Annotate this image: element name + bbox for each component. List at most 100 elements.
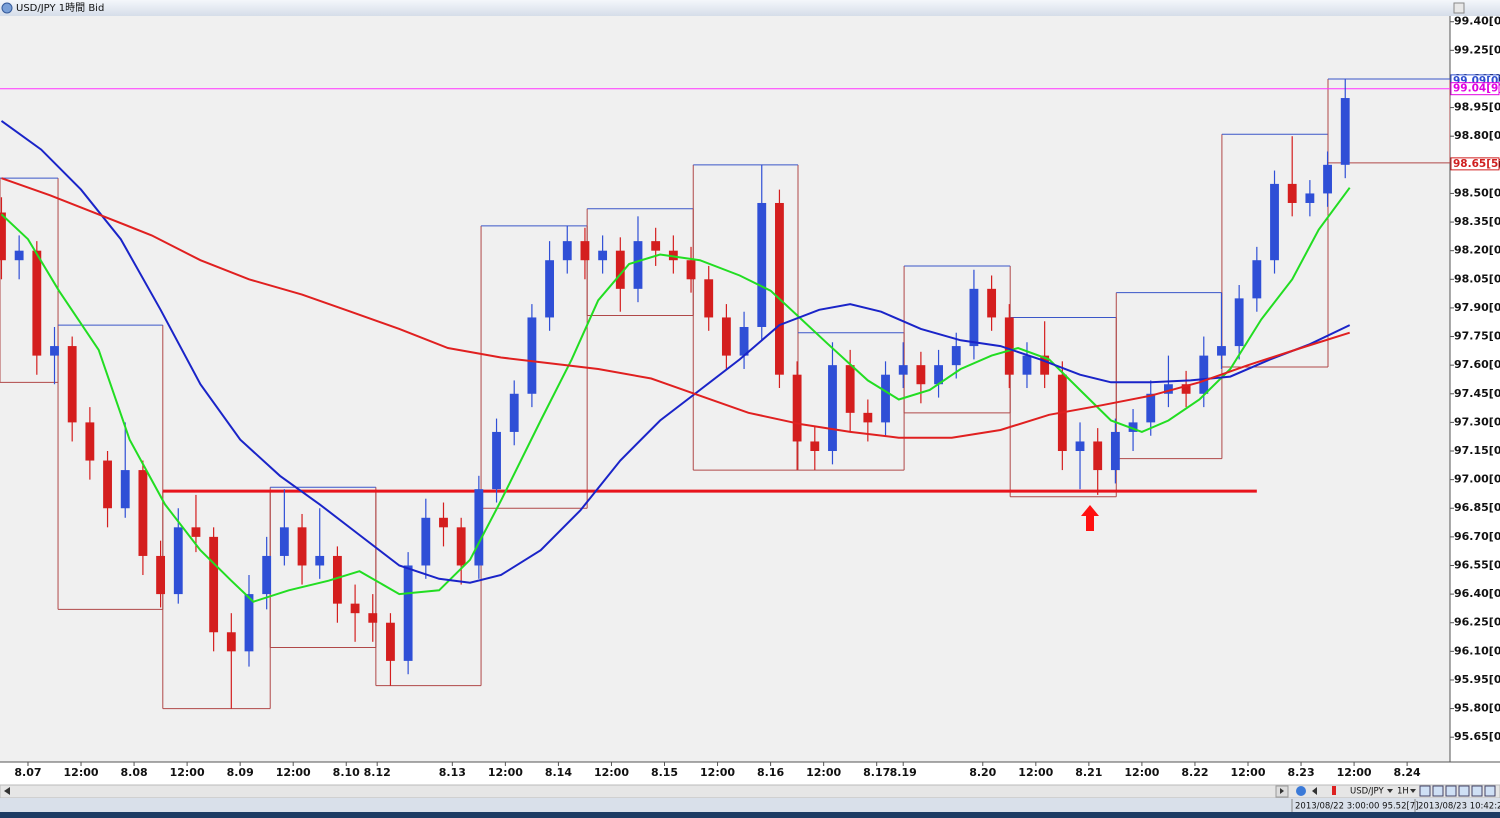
x-tick-label: 8.21 — [1075, 766, 1102, 779]
x-tick-label: 8.22 — [1181, 766, 1208, 779]
y-tick-label: 99.25[0] — [1454, 43, 1500, 56]
y-tick-label: 97.90[0] — [1454, 301, 1500, 314]
symbol[interactable]: USD/JPY — [1350, 787, 1384, 797]
candle-body — [951, 346, 961, 366]
x-tick-label: 8.24 — [1394, 766, 1421, 779]
dropdown[interactable] — [1387, 789, 1393, 793]
tool-button[interactable] — [1432, 785, 1444, 797]
x-tick-label: 8.09 — [227, 766, 254, 779]
candle-body — [209, 536, 219, 633]
cursor-info: 2013/08/22 3:00:00 95.52[7] — [1295, 802, 1419, 812]
candle-body — [85, 422, 95, 461]
tool-button[interactable] — [1419, 785, 1431, 797]
candle-body — [775, 202, 784, 375]
candle-body — [1234, 298, 1244, 347]
scroll-right[interactable] — [1280, 788, 1284, 794]
candle-body — [120, 470, 130, 509]
nav-button[interactable] — [1296, 786, 1306, 796]
y-tick-label: 98.95[0] — [1454, 101, 1500, 114]
candle-body — [262, 555, 272, 595]
tool-button[interactable] — [1458, 785, 1470, 797]
candle-body — [297, 527, 307, 566]
candle-body — [138, 470, 148, 556]
title-bar — [0, 0, 1500, 16]
candle-body — [244, 594, 254, 652]
x-tick-label: 8.16 — [757, 766, 784, 779]
candle-body — [421, 517, 431, 566]
candle-body — [492, 431, 501, 490]
candle-body — [527, 317, 537, 394]
x-tick-label: 12:00 — [1018, 766, 1053, 779]
candle-body — [704, 279, 714, 318]
candle-body — [721, 317, 731, 356]
symbol-icon — [1332, 786, 1336, 795]
x-tick-label: 12:00 — [1124, 766, 1159, 779]
candle-body — [403, 565, 413, 661]
y-tick-label: 98.35[0] — [1454, 215, 1500, 228]
x-tick-label: 8.20 — [969, 766, 996, 779]
candle-body — [14, 250, 24, 261]
candle-body — [1004, 317, 1014, 375]
timeframe[interactable]: 1H — [1397, 787, 1409, 797]
y-tick-label: 97.60[0] — [1454, 358, 1500, 371]
y-tick-label: 97.30[0] — [1454, 415, 1500, 428]
y-tick-label: 97.75[0] — [1454, 330, 1500, 343]
scroll-left[interactable] — [4, 787, 10, 795]
price-marker-label: 99.04[9] — [1453, 83, 1500, 95]
y-tick-label: 98.50[0] — [1454, 186, 1500, 199]
candle-body — [67, 346, 77, 423]
candle-body — [1146, 393, 1156, 423]
candle-body — [315, 555, 325, 566]
y-tick-label: 96.70[0] — [1454, 530, 1500, 543]
y-tick-label: 98.80[0] — [1454, 129, 1500, 142]
tool-button[interactable] — [1445, 785, 1457, 797]
candle-body — [1217, 346, 1226, 356]
moving-average — [0, 120, 1351, 584]
candle-body — [1075, 441, 1085, 452]
x-tick-label: 8.08 — [120, 766, 147, 779]
y-tick-label: 97.15[0] — [1454, 444, 1500, 457]
tool-button[interactable] — [1471, 785, 1483, 797]
plot-layer — [0, 78, 1450, 710]
candle-body — [969, 288, 979, 347]
price-marker-label: 98.65[5] — [1453, 158, 1500, 170]
candle-body — [474, 489, 484, 566]
candle-body — [1287, 183, 1297, 203]
candle-body — [739, 326, 749, 356]
candle-body — [226, 632, 236, 652]
y-tick-label: 95.95[0] — [1454, 673, 1500, 686]
candle-body — [615, 250, 625, 289]
y-tick-label: 96.40[0] — [1454, 587, 1500, 600]
scrollbar[interactable] — [0, 784, 1500, 799]
x-tick-label: 12:00 — [1230, 766, 1265, 779]
nav-button[interactable] — [1312, 787, 1317, 795]
tool-button[interactable] — [1484, 785, 1496, 797]
dropdown[interactable] — [1410, 789, 1416, 793]
up-arrow — [1081, 505, 1099, 531]
candle-body — [562, 241, 572, 261]
candle-body — [1270, 183, 1279, 261]
candle-body — [898, 365, 908, 375]
candle-body — [792, 374, 802, 442]
moving-average — [1, 177, 1350, 439]
x-tick-label: 12:00 — [488, 766, 523, 779]
axis-button[interactable] — [1453, 2, 1465, 14]
candle-body — [103, 460, 112, 509]
price-marker — [1450, 82, 1500, 96]
y-tick-label: 96.55[0] — [1454, 558, 1500, 571]
candle-body — [456, 527, 466, 566]
candle-body — [1128, 422, 1138, 432]
y-tick-label: 96.10[0] — [1454, 644, 1500, 657]
candle-body — [810, 441, 820, 452]
candle-body — [1340, 98, 1350, 165]
candle-body — [845, 365, 855, 413]
x-tick-label: 8.17 — [863, 766, 890, 779]
price-marker — [1450, 157, 1500, 171]
y-tick-label: 99.40[0] — [1454, 15, 1500, 28]
candle-body — [386, 622, 395, 661]
x-tick-label: 8.07 — [14, 766, 41, 779]
candle-body — [987, 288, 997, 318]
candle-body — [1110, 431, 1120, 471]
candle-body — [332, 555, 342, 604]
